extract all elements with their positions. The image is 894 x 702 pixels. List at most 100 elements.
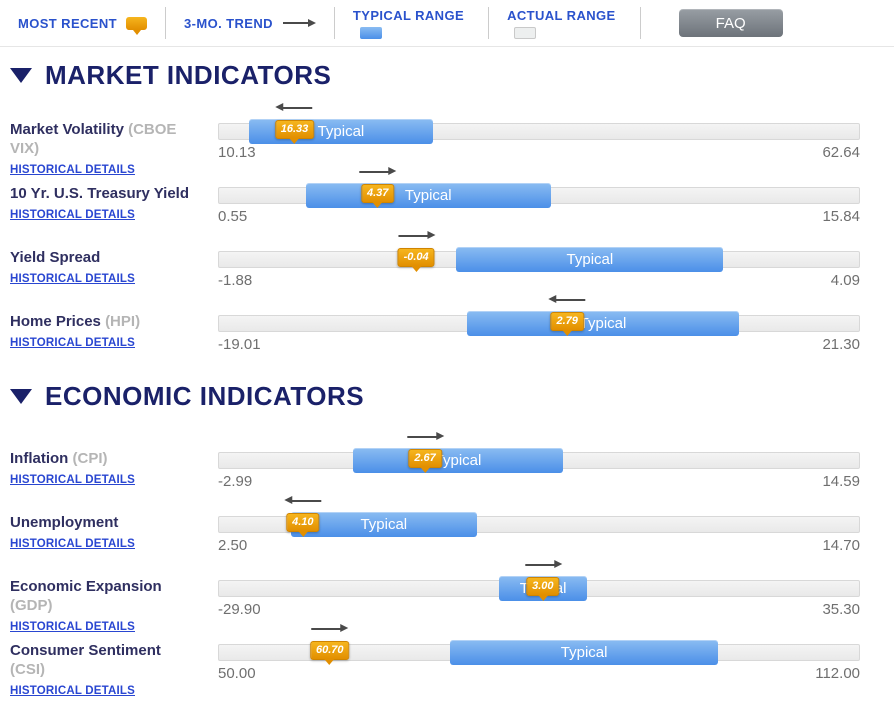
- indicator-name: Consumer Sentiment (CSI): [10, 641, 204, 679]
- legend-bar: MOST RECENT 3-MO. TREND TYPICAL RANGE AC…: [0, 0, 894, 47]
- most-recent-marker[interactable]: 2.67: [407, 432, 445, 473]
- most-recent-marker[interactable]: 3.00: [524, 560, 562, 601]
- typical-label: Typical: [360, 516, 408, 533]
- indicator-name: Inflation (CPI): [10, 449, 204, 468]
- actual-range-swatch-icon: [514, 26, 537, 39]
- indicator-name: Yield Spread: [10, 248, 204, 267]
- range-values: 2.50 14.70: [218, 537, 860, 554]
- historical-details-link[interactable]: HISTORICAL DETAILS: [10, 337, 135, 350]
- range-max: 15.84: [822, 208, 860, 225]
- section-title: MARKET INDICATORS: [45, 60, 332, 90]
- typical-range-bar: Typical: [467, 311, 739, 336]
- range-min: -1.88: [218, 272, 253, 289]
- indicator-name-text: Inflation: [10, 450, 69, 467]
- indicator-name: 10 Yr. U.S. Treasury Yield: [10, 184, 204, 203]
- actual-range-track: Typical -0.04: [218, 231, 860, 272]
- indicator-name-text: Market Volatility: [10, 121, 124, 138]
- marker-value-badge: 3.00: [526, 577, 560, 601]
- actual-range-track: Typical 2.79: [218, 295, 860, 336]
- indicator-row-home-prices: Home Prices (HPI) HISTORICAL DETAILS Typ…: [0, 295, 894, 373]
- marker-value-badge: 2.79: [550, 312, 584, 336]
- actual-range-track: Typical 16.33: [218, 103, 860, 144]
- range-max: 21.30: [822, 336, 860, 353]
- actual-range-track: Typical 60.70: [218, 624, 860, 665]
- legend-divider: [165, 7, 167, 39]
- typical-range-bar: Typical: [456, 247, 724, 272]
- range-max: 35.30: [822, 601, 860, 618]
- indicator-name-text: 10 Yr. U.S. Treasury Yield: [10, 185, 189, 202]
- typical-range-bar: Typical: [306, 183, 551, 208]
- marker-value-badge: 2.67: [408, 449, 442, 473]
- legend-typical-range: TYPICAL RANGE: [353, 0, 488, 46]
- indicator-name: Market Volatility (CBOE VIX): [10, 120, 204, 158]
- range-min: 0.55: [218, 208, 248, 225]
- indicator-code: (CSI): [10, 661, 45, 679]
- range-max: 112.00: [815, 665, 860, 682]
- indicator-row-yield-spread: Yield Spread HISTORICAL DETAILS Typical …: [0, 231, 894, 309]
- actual-range-label: ACTUAL RANGE: [507, 7, 616, 23]
- most-recent-label: MOST RECENT: [18, 15, 118, 31]
- historical-details-link[interactable]: HISTORICAL DETAILS: [10, 164, 135, 177]
- indicator-name: Unemployment: [10, 513, 204, 532]
- indicator-code: (CBOE VIX): [10, 121, 177, 158]
- typical-label: Typical: [404, 187, 452, 204]
- legend-most-recent: MOST RECENT: [18, 0, 165, 46]
- actual-range-track: Typical 4.10: [218, 496, 860, 537]
- indicator-name: Home Prices (HPI): [10, 312, 204, 331]
- indicator-row-market-volatility: Market Volatility (CBOE VIX) HISTORICAL …: [0, 103, 894, 181]
- collapse-triangle-icon: [10, 68, 32, 83]
- most-recent-marker[interactable]: -0.04: [397, 231, 436, 272]
- historical-details-link[interactable]: HISTORICAL DETAILS: [10, 621, 135, 634]
- historical-details-link[interactable]: HISTORICAL DETAILS: [10, 538, 135, 551]
- range-max: 62.64: [822, 144, 860, 161]
- range-values: 0.55 15.84: [218, 208, 860, 225]
- range-values: -1.88 4.09: [218, 272, 860, 289]
- range-values: 50.00 112.00: [218, 665, 860, 682]
- marker-value-badge: 60.70: [309, 641, 350, 665]
- most-recent-marker[interactable]: 16.33: [274, 103, 315, 144]
- section-header-market[interactable]: MARKET INDICATORS: [0, 47, 894, 91]
- legend-divider: [639, 7, 641, 39]
- most-recent-marker[interactable]: 60.70: [309, 624, 350, 665]
- indicator-name-text: Consumer Sentiment: [10, 642, 161, 659]
- range-values: -2.99 14.59: [218, 473, 860, 490]
- indicator-row-treasury-yield: 10 Yr. U.S. Treasury Yield HISTORICAL DE…: [0, 167, 894, 245]
- section-title: ECONOMIC INDICATORS: [45, 381, 365, 411]
- range-min: -29.90: [218, 601, 261, 618]
- actual-range-track: Typical 3.00: [218, 560, 860, 601]
- section-header-economic[interactable]: ECONOMIC INDICATORS: [0, 373, 894, 412]
- typical-range-bar: Typical: [352, 448, 564, 473]
- marker-value-badge: 16.33: [274, 120, 315, 144]
- range-values: -29.90 35.30: [218, 601, 860, 618]
- most-recent-marker[interactable]: 4.10: [283, 496, 321, 537]
- legend-divider: [333, 7, 335, 39]
- historical-details-link[interactable]: HISTORICAL DETAILS: [10, 474, 135, 487]
- most-recent-marker[interactable]: 4.37: [359, 167, 397, 208]
- range-max: 14.70: [822, 537, 860, 554]
- market-indicators-rows: Market Volatility (CBOE VIX) HISTORICAL …: [0, 103, 894, 373]
- range-values: 10.13 62.64: [218, 144, 860, 161]
- typical-label: Typical: [434, 452, 482, 469]
- indicator-name-text: Home Prices: [10, 313, 101, 330]
- trend-arrow-icon: [275, 103, 314, 112]
- trend-arrow-icon: [397, 231, 436, 240]
- legend-divider: [488, 7, 490, 39]
- indicator-row-consumer-sentiment: Consumer Sentiment (CSI) HISTORICAL DETA…: [0, 624, 894, 702]
- typical-range-bar: Typical: [450, 640, 719, 665]
- indicator-row-inflation: Inflation (CPI) HISTORICAL DETAILS Typic…: [0, 432, 894, 510]
- typical-range-swatch-icon: [359, 26, 382, 39]
- typical-range-label: TYPICAL RANGE: [352, 7, 465, 23]
- trend-label: 3-MO. TREND: [184, 15, 273, 31]
- actual-range-track: Typical 2.67: [218, 432, 860, 473]
- indicator-code: (CPI): [72, 450, 108, 467]
- historical-details-link[interactable]: HISTORICAL DETAILS: [10, 209, 135, 222]
- most-recent-marker[interactable]: 2.79: [548, 295, 586, 336]
- faq-button[interactable]: FAQ: [678, 9, 783, 37]
- range-min: -19.01: [218, 336, 261, 353]
- typical-label: Typical: [566, 251, 614, 268]
- indicator-code: (HPI): [105, 313, 141, 330]
- historical-details-link[interactable]: HISTORICAL DETAILS: [10, 685, 135, 698]
- trend-arrow-icon: [406, 432, 445, 441]
- indicator-code: (GDP): [10, 597, 53, 615]
- historical-details-link[interactable]: HISTORICAL DETAILS: [10, 273, 135, 286]
